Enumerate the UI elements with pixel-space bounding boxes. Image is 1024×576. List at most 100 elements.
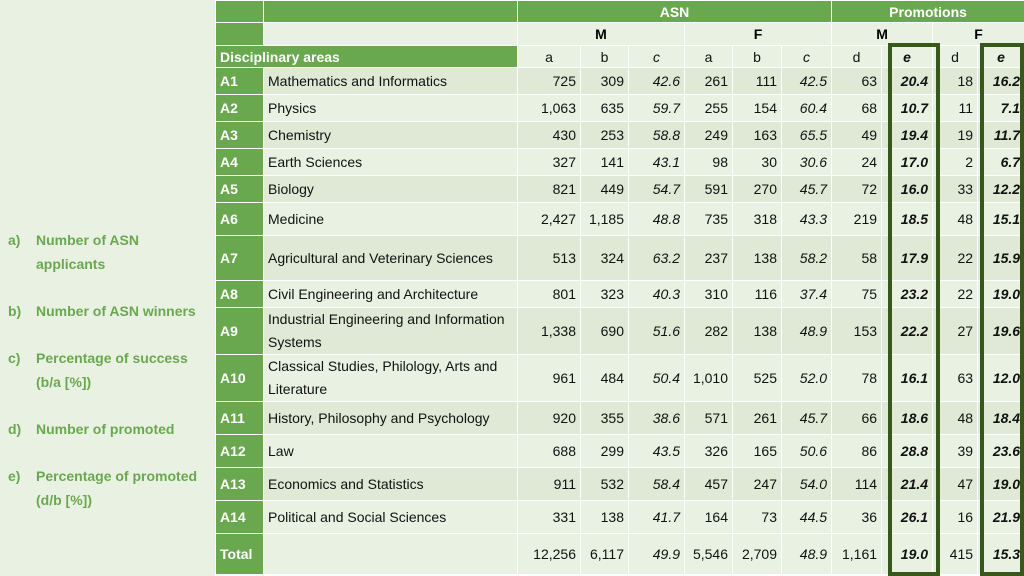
- value-cell: 237: [684, 235, 733, 281]
- highlight-box-m-e: [888, 43, 940, 576]
- legend-item: a) Number of ASN applicants: [8, 228, 208, 276]
- results-table: ASN Promotions M F M F Disciplinary area…: [215, 0, 1024, 575]
- value-cell: 16.2: [977, 67, 1024, 95]
- legend-list: a) Number of ASN applicants b) Number of AS…: [8, 228, 208, 535]
- total-value: 5,546: [684, 533, 733, 575]
- value-cell: 18: [932, 67, 979, 95]
- value-cell: 51.6: [628, 307, 685, 355]
- value-cell: 114: [831, 467, 883, 501]
- value-cell: 19.0: [977, 280, 1024, 308]
- value-cell: 261: [732, 401, 782, 435]
- area-code: A10: [215, 354, 264, 402]
- value-cell: 66: [831, 401, 883, 435]
- value-cell: 48.8: [628, 202, 685, 236]
- area-name: Industrial Engineering and Information S…: [263, 307, 518, 355]
- asn-header: ASN: [516, 0, 833, 23]
- area-name: Agricultural and Veterinary Sciences: [263, 235, 518, 281]
- value-cell: 164: [684, 500, 733, 534]
- table-row: A14 Political and Social Sciences 331 138 41…: [215, 500, 1024, 534]
- total-value: 49.9: [628, 533, 685, 575]
- total-label: Total: [215, 533, 264, 575]
- value-cell: 725: [517, 67, 581, 95]
- value-cell: 18.4: [977, 401, 1024, 435]
- value-cell: 37.4: [780, 280, 833, 308]
- area-name: Earth Sciences: [263, 148, 518, 176]
- value-cell: 138: [732, 307, 782, 355]
- value-cell: 249: [684, 121, 733, 149]
- value-cell: 18.6: [881, 401, 934, 435]
- value-cell: 261: [684, 67, 733, 95]
- table-row: A11 History, Philosophy and Psychology 920…: [215, 401, 1024, 435]
- area-name: Medicine: [263, 202, 518, 236]
- area-code: A4: [215, 148, 264, 176]
- value-cell: 41.7: [628, 500, 685, 534]
- value-cell: 2,427: [517, 202, 581, 236]
- value-cell: 42.5: [780, 67, 833, 95]
- area-name: History, Philosophy and Psychology: [263, 401, 518, 435]
- value-cell: 43.5: [628, 434, 685, 468]
- total-blank: [263, 533, 518, 575]
- value-cell: 42.6: [628, 67, 685, 95]
- value-cell: 19.6: [977, 307, 1024, 355]
- value-cell: 247: [732, 467, 782, 501]
- value-cell: 58: [831, 235, 883, 281]
- area-code: A11: [215, 401, 264, 435]
- legend-letter: d): [8, 421, 22, 437]
- area-name: Law: [263, 434, 518, 468]
- value-cell: 73: [732, 500, 782, 534]
- asn-m-header: M: [517, 22, 685, 46]
- corner-cell: [215, 22, 264, 46]
- value-cell: 355: [580, 401, 629, 435]
- area-code: A3: [215, 121, 264, 149]
- promotions-header: Promotions: [831, 0, 1024, 23]
- column-header-b: b: [732, 45, 782, 68]
- value-cell: 513: [517, 235, 581, 281]
- value-cell: 65.5: [780, 121, 833, 149]
- value-cell: 40.3: [628, 280, 685, 308]
- table-row: A5 Biology 821 449 54.7 591 270 45.7 72 16.0 33 12.…: [215, 175, 1024, 203]
- value-cell: 75: [831, 280, 883, 308]
- value-cell: 54.0: [780, 467, 833, 501]
- value-cell: 154: [732, 94, 782, 122]
- area-code: A2: [215, 94, 264, 122]
- area-code: A12: [215, 434, 264, 468]
- value-cell: 52.0: [780, 354, 833, 402]
- column-header-c: c: [780, 45, 833, 68]
- value-cell: 326: [684, 434, 733, 468]
- area-name: Chemistry: [263, 121, 518, 149]
- value-cell: 688: [517, 434, 581, 468]
- legend-letter: a): [8, 232, 21, 248]
- table-row: A3 Chemistry 430 253 58.8 249 163 65.5 49 19.4 19 1…: [215, 121, 1024, 149]
- value-cell: 309: [580, 67, 629, 95]
- value-cell: 253: [580, 121, 629, 149]
- value-cell: 50.4: [628, 354, 685, 402]
- value-cell: 138: [732, 235, 782, 281]
- value-cell: 484: [580, 354, 629, 402]
- value-cell: 331: [517, 500, 581, 534]
- column-header-d: d: [831, 45, 883, 68]
- value-cell: 430: [517, 121, 581, 149]
- area-code: A6: [215, 202, 264, 236]
- value-cell: 15.9: [977, 235, 1024, 281]
- value-cell: 449: [580, 175, 629, 203]
- value-cell: 78: [831, 354, 883, 402]
- value-cell: 23.6: [977, 434, 1024, 468]
- value-cell: 255: [684, 94, 733, 122]
- value-cell: 138: [580, 500, 629, 534]
- value-cell: 310: [684, 280, 733, 308]
- value-cell: 86: [831, 434, 883, 468]
- area-code: A7: [215, 235, 264, 281]
- value-cell: 282: [684, 307, 733, 355]
- value-cell: 116: [732, 280, 782, 308]
- asn-f-header: F: [683, 22, 833, 46]
- value-cell: 38.6: [628, 401, 685, 435]
- value-cell: 1,010: [684, 354, 733, 402]
- value-cell: 19.0: [977, 467, 1024, 501]
- value-cell: 72: [831, 175, 883, 203]
- value-cell: 30.6: [780, 148, 833, 176]
- value-cell: 735: [684, 202, 733, 236]
- value-cell: 7.1: [977, 94, 1024, 122]
- value-cell: 45.7: [780, 401, 833, 435]
- value-cell: 59.7: [628, 94, 685, 122]
- total-value: 6,117: [580, 533, 629, 575]
